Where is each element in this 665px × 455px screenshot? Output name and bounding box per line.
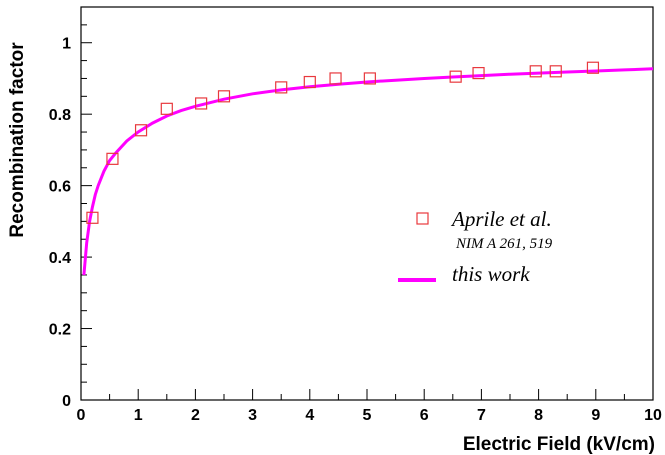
legend-label-aprile: Aprile et al. [450,207,552,231]
x-tick-label: 1 [134,407,143,424]
x-tick-label: 7 [477,407,486,424]
x-axis-ticks: 0 1 2 3 4 5 6 7 8 9 10 [77,389,662,424]
legend-marker-square [416,212,429,225]
data-point-marker [549,65,562,78]
y-tick-label: 1 [62,36,71,53]
x-tick-label: 8 [534,407,543,424]
data-point-marker [217,90,231,103]
data-point-marker [275,81,288,94]
data-point-marker [303,75,316,89]
data-point-marker [195,97,208,110]
x-tick-label: 9 [591,407,600,424]
legend: Aprile et al. NIM A 261, 519 this work [398,207,553,286]
x-tick-label: 3 [248,407,257,424]
legend-label-this-work: this work [452,262,530,286]
data-point-marker [134,124,148,137]
data-point-marker [529,65,542,78]
data-point-marker [449,70,462,83]
y-tick-label: 0 [62,393,71,410]
x-tick-label: 5 [363,407,372,424]
y-axis-ticks: 0 0.2 0.4 0.6 0.8 1 [49,6,92,410]
data-point-marker [329,72,342,85]
data-point-marker [472,66,485,80]
x-tick-label: 6 [420,407,429,424]
data-point-marker [86,211,99,224]
x-tick-label: 0 [77,407,86,424]
data-point-marker [160,102,173,115]
x-tick-label: 2 [191,407,200,424]
data-point-marker [106,152,119,165]
legend-sublabel-reference: NIM A 261, 519 [455,236,553,252]
data-point-marker [363,72,376,85]
y-axis-title: Recombination factor [7,42,28,238]
x-tick-label: 10 [644,407,662,424]
plot-frame [80,6,654,401]
y-tick-label: 0.6 [49,179,71,196]
x-tick-label: 4 [305,407,314,424]
data-point-marker [586,61,600,74]
y-tick-label: 0.2 [49,322,71,339]
series-markers-aprile [86,61,600,224]
x-axis-title: Electric Field (kV/cm) [463,434,655,455]
series-line-this-work [82,67,654,276]
y-tick-label: 0.4 [49,250,71,267]
y-tick-label: 0.8 [49,107,71,124]
